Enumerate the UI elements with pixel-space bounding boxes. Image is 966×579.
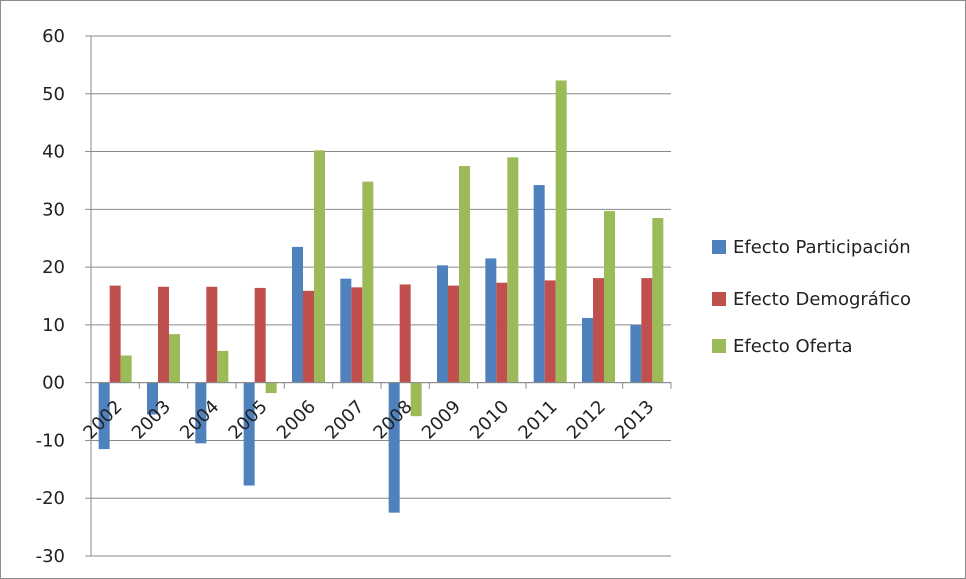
legend-label-2: Efecto Demográfico: [733, 289, 911, 310]
bar-2005-series-2: [254, 287, 266, 383]
y-tick-label: 40: [42, 142, 65, 163]
y-tick-label: -30: [36, 546, 65, 567]
bar-2007-series-2: [351, 287, 363, 383]
bar-2013-series-1: [630, 324, 642, 383]
bar-2010-series-1: [485, 258, 497, 383]
bar-2006-series-3: [314, 150, 325, 383]
bar-2009-series-2: [448, 285, 459, 383]
bar-2006-series-1: [292, 246, 303, 383]
bar-2006-series-2: [303, 290, 314, 383]
bar-2003-series-2: [158, 286, 169, 383]
bar-2013-series-3: [652, 218, 664, 383]
bar-2007-series-1: [340, 278, 352, 383]
legend-swatch-3: [712, 339, 726, 353]
bar-2008-series-1: [388, 382, 400, 513]
bar-2009-series-3: [459, 166, 470, 383]
bar-2002-series-3: [120, 355, 132, 383]
bar-2007-series-3: [362, 181, 374, 383]
axes: [85, 35, 672, 557]
bar-2008-series-2: [399, 284, 411, 383]
bar-2004-series-3: [217, 350, 229, 383]
y-tick-label: -20: [36, 488, 65, 509]
bar-2010-series-3: [507, 157, 519, 383]
x-tick-label: 2007: [321, 396, 368, 443]
y-axis-tick-labels: -30 -20 -10 00 10 20 30 40 50 60: [36, 26, 65, 567]
x-tick-label: 2011: [514, 396, 561, 443]
bar-2011-series-2: [544, 280, 556, 383]
bar-2004-series-2: [206, 286, 218, 383]
bar-2003-series-3: [169, 334, 180, 383]
x-axis-tick-labels: 2002 2003 2004 2005 2006 2007 2008 2009 2010 2011…: [79, 396, 658, 443]
bar-2002-series-1: [98, 382, 110, 450]
bars: [98, 80, 664, 513]
bar-2010-series-2: [496, 282, 508, 383]
x-tick-label: 2010: [466, 396, 513, 443]
bar-2002-series-2: [109, 285, 121, 383]
bar-2012-series-2: [593, 278, 604, 383]
bar-2005-series-3: [265, 382, 277, 394]
bar-2012-series-1: [582, 317, 593, 383]
gridlines: [91, 35, 671, 557]
bar-2003-series-1: [147, 382, 158, 415]
bar-2009-series-1: [437, 265, 448, 383]
bar-2013-series-2: [641, 278, 653, 383]
bar-2005-series-1: [243, 382, 255, 486]
x-tick-label: 2009: [418, 396, 465, 443]
y-tick-label: 50: [42, 84, 65, 105]
x-tick-label: 2006: [273, 396, 320, 443]
y-tick-label: 00: [42, 373, 65, 394]
legend-swatch-2: [712, 292, 726, 306]
bar-2008-series-3: [410, 382, 422, 417]
legend-label-1: Efecto Participación: [733, 237, 911, 258]
legend-label-3: Efecto Oferta: [733, 336, 853, 357]
y-tick-label: 60: [42, 26, 65, 47]
y-tick-label: -10: [36, 430, 65, 451]
legend-swatch-1: [712, 240, 726, 254]
legend: Efecto Participación Efecto Demográfico Ef…: [712, 237, 911, 357]
y-tick-label: 20: [42, 257, 65, 278]
y-tick-label: 10: [42, 315, 65, 336]
bar-2012-series-3: [604, 211, 615, 383]
bar-2004-series-1: [195, 382, 207, 444]
bar-2011-series-3: [555, 80, 567, 383]
x-tick-label: 2012: [563, 396, 610, 443]
bar-2011-series-1: [533, 185, 545, 383]
y-tick-label: 30: [42, 199, 65, 220]
x-tick-label: 2013: [611, 396, 658, 443]
